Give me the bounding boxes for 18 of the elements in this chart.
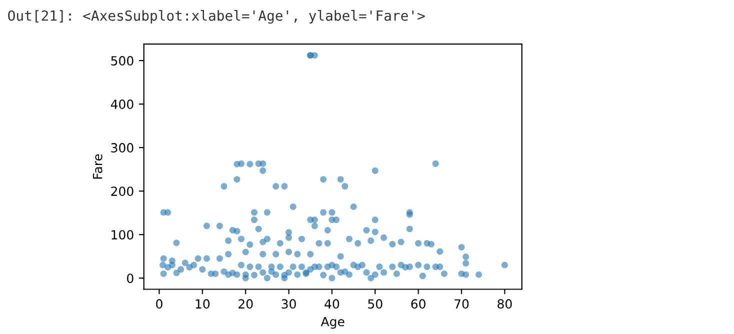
x-tick-label: 50 bbox=[368, 299, 382, 309]
y-tick-label: 0 bbox=[127, 274, 134, 284]
x-axis-title: Age bbox=[320, 317, 344, 329]
x-tick-label: 80 bbox=[498, 299, 512, 309]
y-tick-label: 200 bbox=[111, 186, 134, 196]
y-tick-label: 100 bbox=[112, 230, 134, 240]
y-tick-label: 400 bbox=[110, 100, 134, 110]
x-tick-label: 30 bbox=[282, 299, 296, 309]
x-tick-label: 70 bbox=[454, 299, 469, 309]
x-tick-label: 0 bbox=[156, 299, 162, 309]
x-tick-label: 10 bbox=[196, 299, 210, 309]
x-tick-label: 20 bbox=[238, 299, 253, 309]
y-axis-title: Fare bbox=[93, 154, 102, 179]
x-tick-label: 60 bbox=[411, 299, 426, 309]
y-tick-label: 300 bbox=[111, 143, 134, 153]
text: Out[21]: <AxesSubplot:xlabel='Age', ylabel='Fare'> bbox=[8, 10, 425, 24]
x-tick-label: 40 bbox=[324, 299, 340, 309]
y-tick-label: 500 bbox=[111, 56, 134, 66]
